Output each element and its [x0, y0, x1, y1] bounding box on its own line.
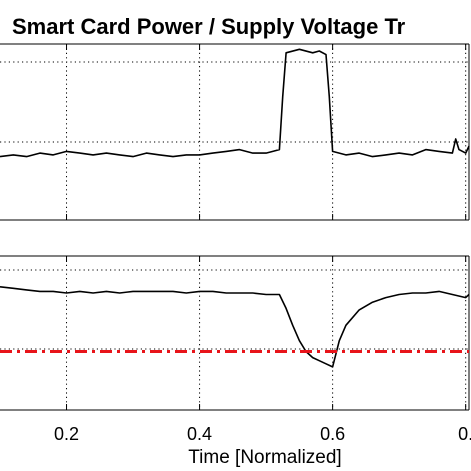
power-trace — [0, 48, 470, 158]
supply-voltage-axes-frame — [0, 255, 470, 411]
power-panel — [0, 43, 470, 221]
x-tick-label-1: 0.4 — [187, 424, 212, 444]
x-tick-label-0: 0.2 — [54, 424, 79, 444]
x-axis-label: Time [Normalized] — [188, 447, 341, 468]
supply-voltage-series — [0, 286, 470, 368]
chart-title: Smart Card Power / Supply Voltage Tr — [12, 14, 406, 39]
x-tick-labels: 0.2 0.4 0.6 0. — [54, 424, 471, 444]
x-tick-label-2: 0.6 — [320, 424, 345, 444]
supply-voltage-trace — [0, 286, 470, 368]
supply-voltage-grid — [0, 256, 469, 410]
x-tick-label-3: 0. — [458, 424, 471, 444]
power-axes-frame — [0, 43, 470, 221]
power-series — [0, 48, 470, 158]
supply-voltage-panel — [0, 255, 470, 411]
power-grid — [0, 44, 469, 220]
